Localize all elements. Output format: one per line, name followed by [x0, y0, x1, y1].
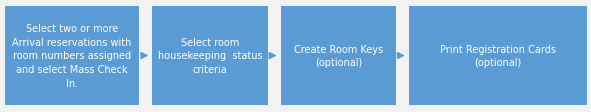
Text: Print Registration Cards
(optional): Print Registration Cards (optional) [440, 44, 556, 68]
FancyBboxPatch shape [152, 7, 268, 105]
Text: Select two or more
Arrival reservations with
room numbers assigned
and select Ma: Select two or more Arrival reservations … [12, 24, 132, 88]
FancyBboxPatch shape [5, 7, 139, 105]
Text: Select room
housekeeping  status
criteria: Select room housekeeping status criteria [158, 38, 262, 74]
FancyBboxPatch shape [281, 7, 396, 105]
FancyBboxPatch shape [409, 7, 587, 105]
Text: Create Room Keys
(optional): Create Room Keys (optional) [294, 44, 383, 68]
